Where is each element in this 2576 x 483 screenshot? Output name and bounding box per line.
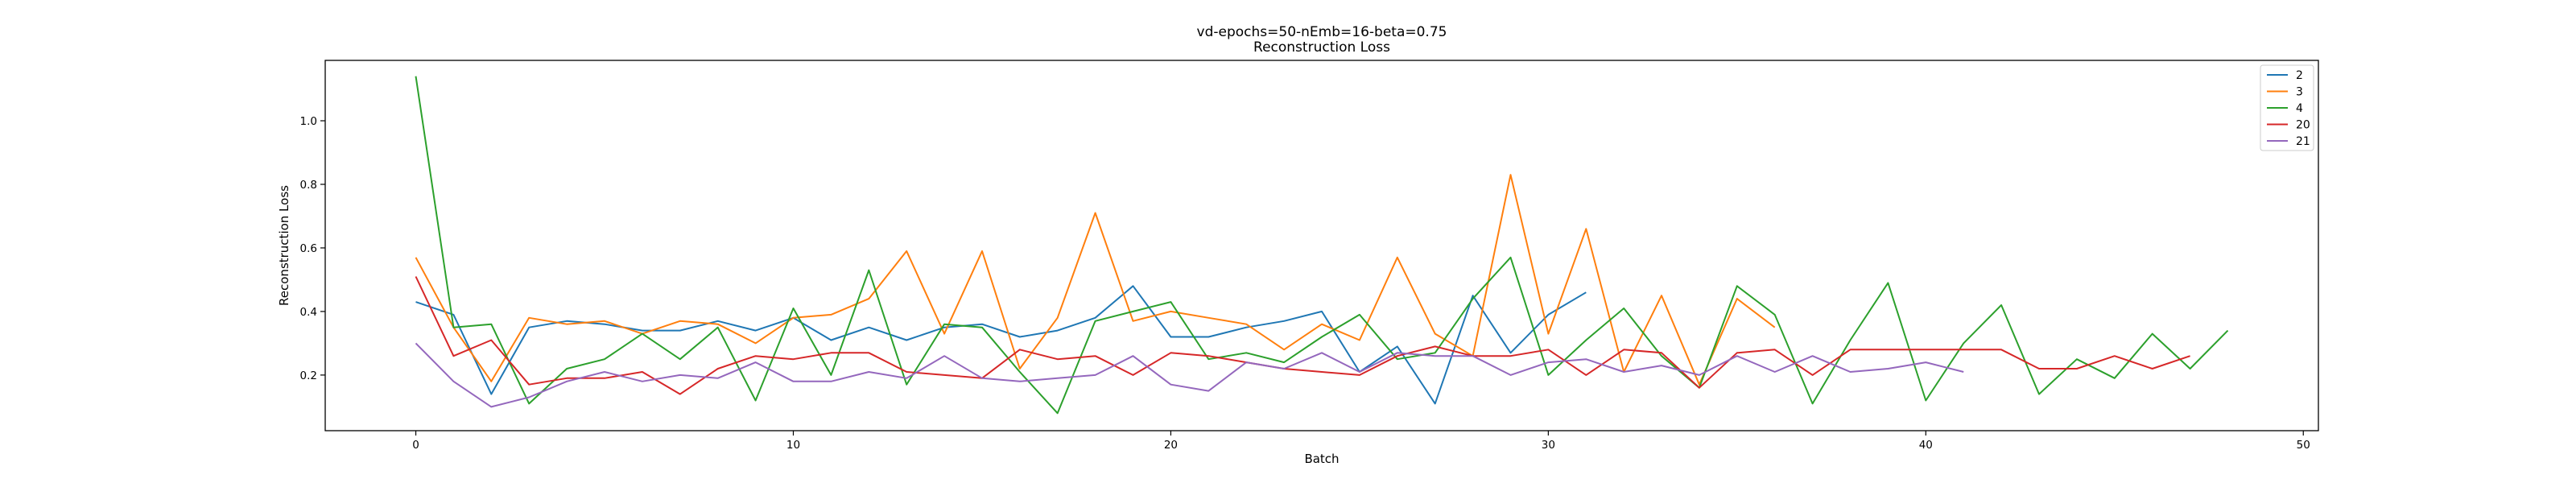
series-lines: [415, 76, 2229, 415]
x-tick-label: 20: [1164, 439, 1178, 452]
y-tick-label: 0.6: [300, 242, 317, 255]
y-tick-label: 0.2: [300, 369, 317, 382]
series-line-21: [415, 342, 1964, 408]
y-tick-label: 0.8: [300, 179, 317, 192]
chart-title: vd-epochs=50-nEmb=16-beta=0.75: [1197, 24, 1447, 40]
y-tick-label: 0.4: [300, 306, 317, 319]
legend-label-4: 4: [2296, 102, 2303, 115]
legend-label-2: 2: [2296, 69, 2303, 82]
y-axis-label: Reconstruction Loss: [277, 185, 291, 306]
x-tick-label: 10: [786, 439, 800, 452]
legend: 2 3 4 20 21: [2260, 64, 2314, 151]
y-tick-label: 1.0: [300, 115, 317, 128]
x-tick-label: 30: [1542, 439, 1555, 452]
legend-label-21: 21: [2296, 135, 2310, 148]
chart-subtitle: Reconstruction Loss: [1253, 39, 1390, 56]
plot-area: [324, 60, 2319, 431]
x-axis: 0 10 20 30 40 50: [412, 431, 2310, 452]
x-tick-label: 0: [412, 439, 419, 452]
x-axis-label: Batch: [1304, 452, 1339, 466]
y-axis: 0.2 0.4 0.6 0.8 1.0: [300, 115, 325, 382]
x-tick-label: 50: [2297, 439, 2310, 452]
series-line-4: [415, 76, 2229, 415]
series-line-20: [415, 276, 2190, 395]
legend-label-20: 20: [2296, 119, 2310, 132]
legend-label-3: 3: [2296, 86, 2303, 99]
x-tick-label: 40: [1919, 439, 1933, 452]
